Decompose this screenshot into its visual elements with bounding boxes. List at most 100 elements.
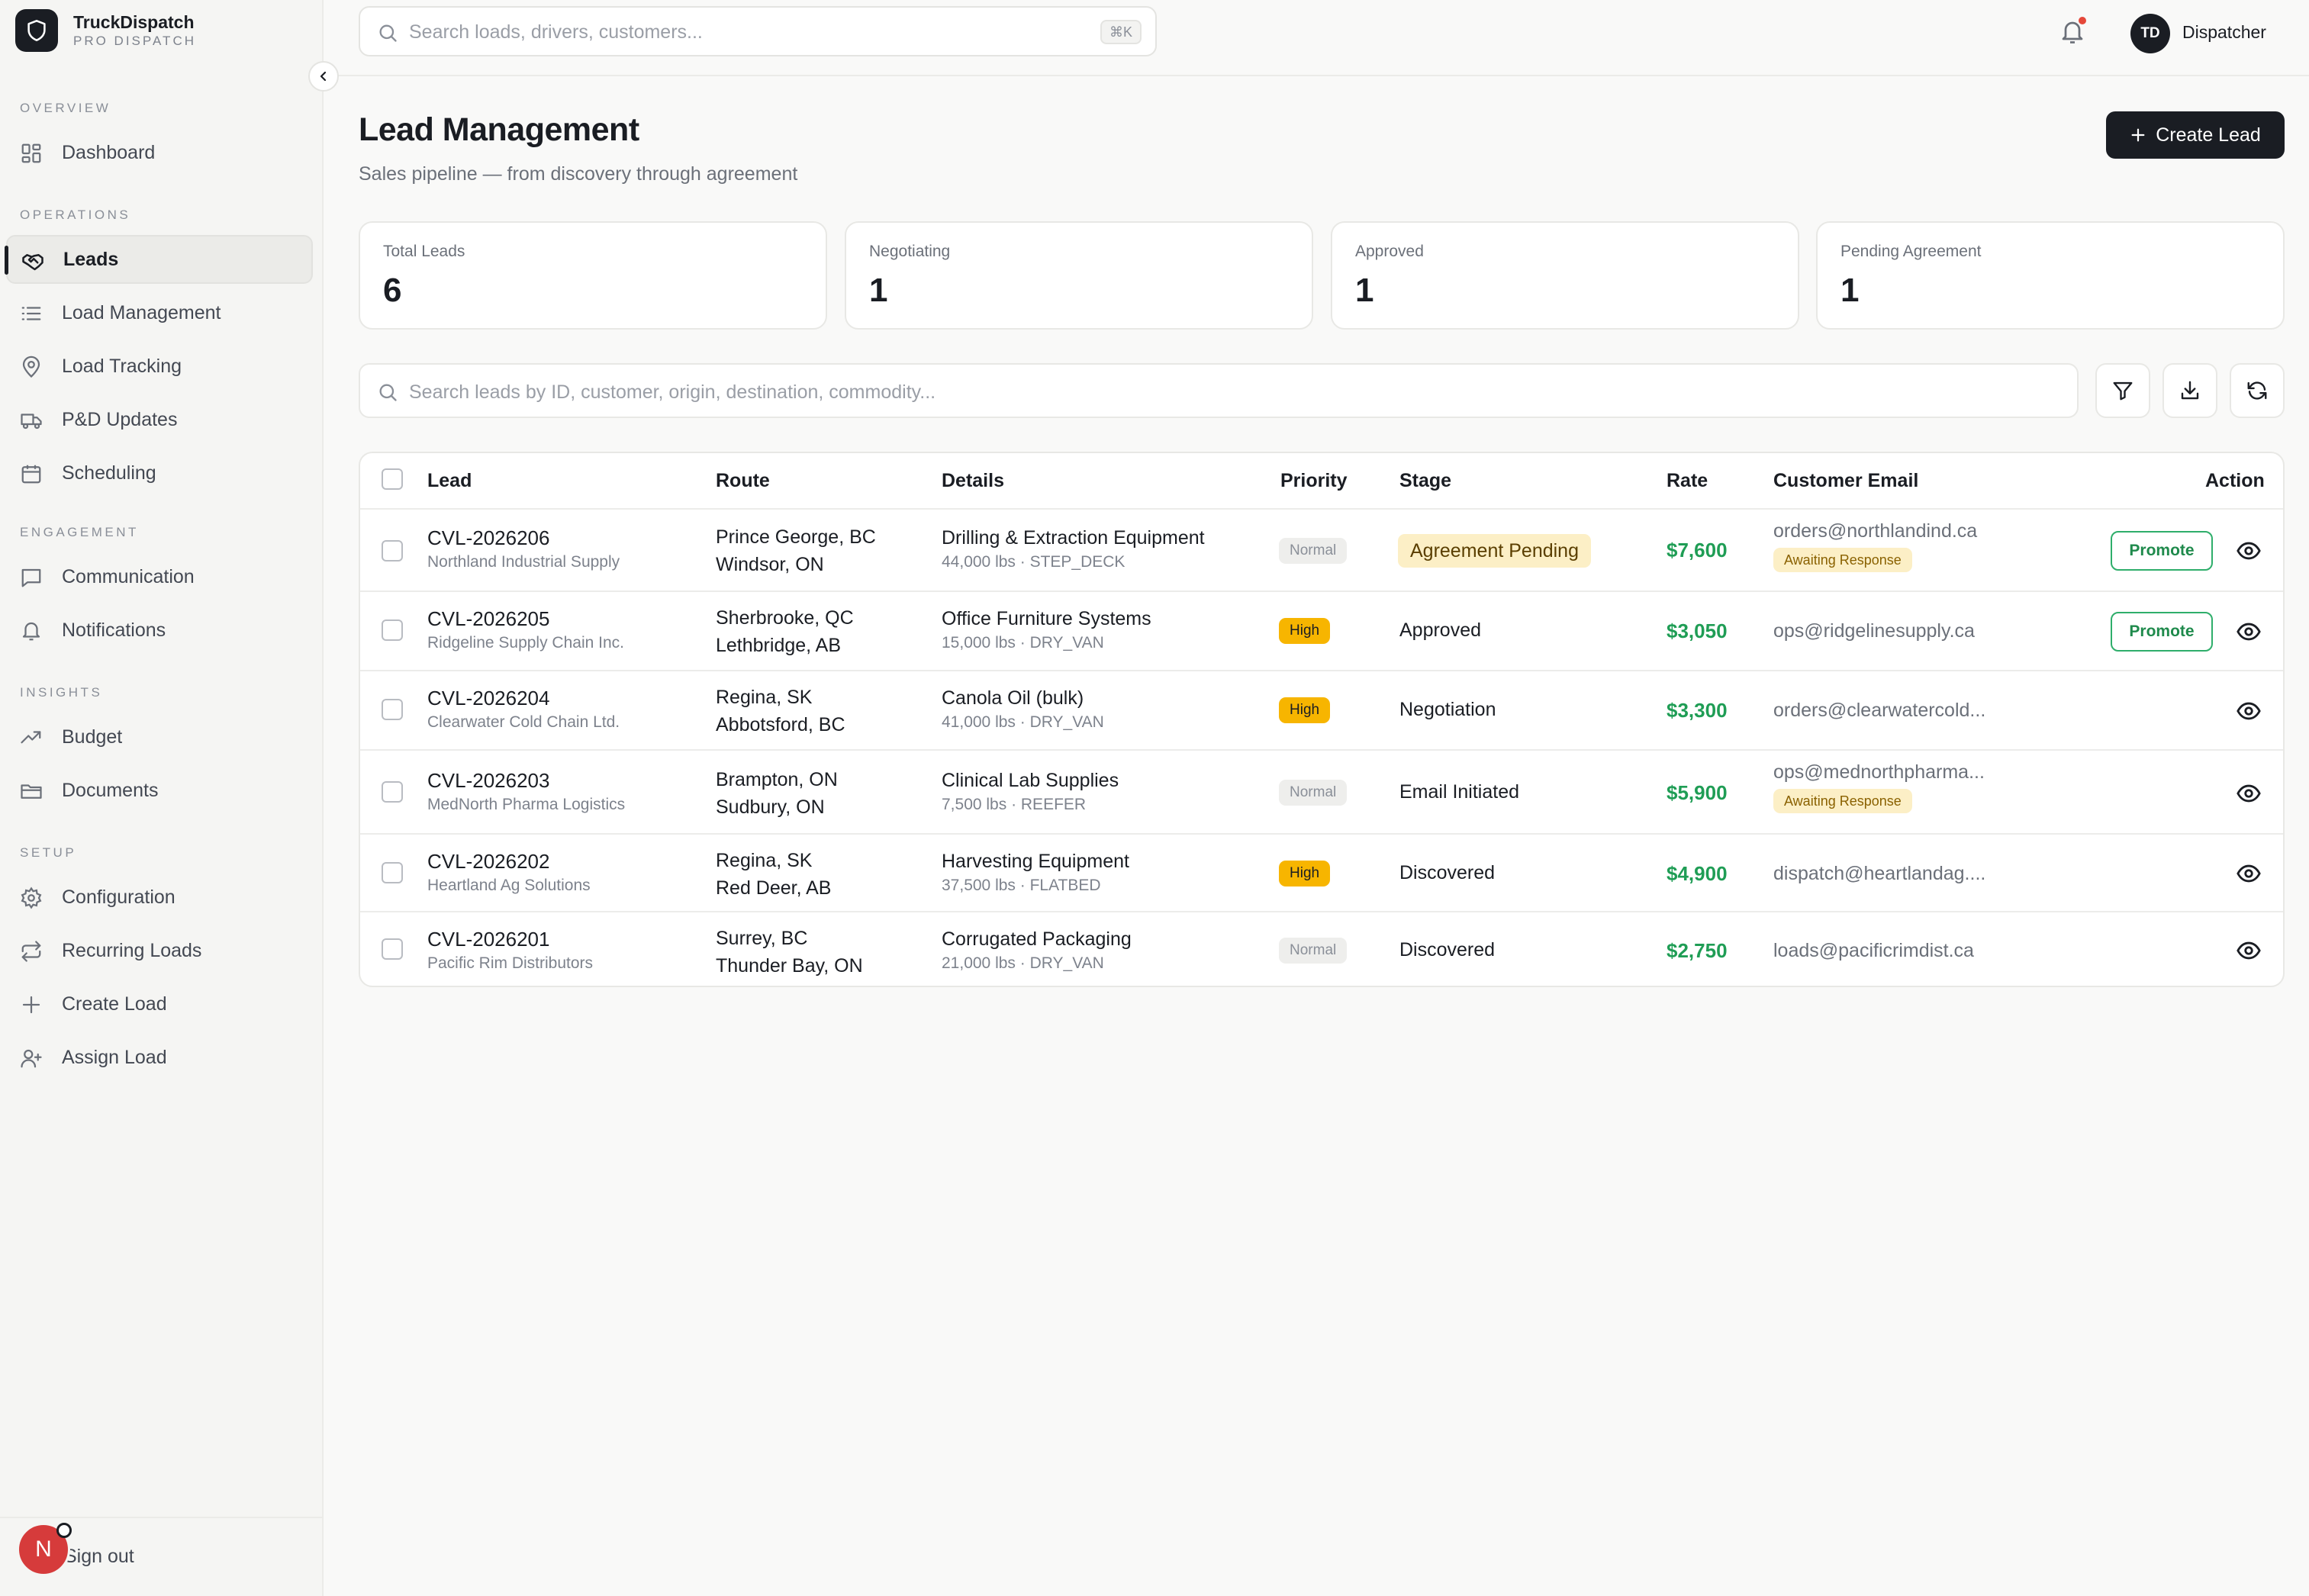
stage-label: Email Initiated — [1399, 781, 1520, 803]
lead-id[interactable]: CVL-2026201 — [427, 928, 550, 951]
sidebar-item-load-management[interactable]: Load Management — [6, 288, 313, 337]
table-row[interactable]: CVL-2026206 Northland Industrial Supply … — [360, 510, 2283, 592]
load-meta: 7,500 lbs · REEFER — [942, 796, 1087, 813]
sidebar-item-recurring-loads[interactable]: Recurring Loads — [6, 926, 313, 975]
rate-value: $3,050 — [1667, 619, 1728, 642]
collapse-sidebar-button[interactable] — [308, 61, 339, 92]
route-origin: Sherbrooke, QC — [716, 607, 854, 629]
customer-email[interactable]: ops@ridgelinesupply.ca — [1773, 620, 1975, 642]
row-checkbox[interactable] — [382, 540, 403, 561]
table-row[interactable]: CVL-2026205 Ridgeline Supply Chain Inc. … — [360, 592, 2283, 671]
sidebar-item-assign-load[interactable]: Assign Load — [6, 1033, 313, 1082]
sidebar-item-scheduling[interactable]: Scheduling — [6, 449, 313, 497]
refresh-button[interactable] — [2230, 363, 2285, 418]
sidebar-item-notifications[interactable]: Notifications — [6, 606, 313, 655]
select-all-checkbox[interactable] — [382, 468, 403, 490]
global-search[interactable]: ⌘K — [359, 6, 1157, 56]
eye-icon[interactable] — [2236, 861, 2262, 886]
repeat-icon — [21, 941, 41, 962]
route-destination: Abbotsford, BC — [716, 714, 845, 735]
lead-id[interactable]: CVL-2026205 — [427, 607, 550, 630]
table-row[interactable]: CVL-2026204 Clearwater Cold Chain Ltd. R… — [360, 671, 2283, 751]
create-lead-button[interactable]: Create Lead — [2106, 111, 2285, 159]
row-checkbox[interactable] — [382, 781, 403, 803]
route-destination: Thunder Bay, ON — [716, 955, 863, 977]
row-checkbox[interactable] — [382, 699, 403, 720]
column-header-customer-email[interactable]: Customer Email — [1773, 470, 1919, 491]
stat-value: 6 — [383, 272, 402, 309]
table-row[interactable]: CVL-2026203 MedNorth Pharma Logistics Br… — [360, 751, 2283, 835]
global-search-input[interactable] — [409, 18, 989, 46]
customer-email[interactable]: orders@northlandind.ca — [1773, 520, 1978, 542]
sign-out-link[interactable]: Sign out — [64, 1546, 134, 1567]
row-checkbox[interactable] — [382, 862, 403, 883]
sidebar-item-pd-updates[interactable]: P&D Updates — [6, 395, 313, 444]
promote-button[interactable]: Promote — [2111, 612, 2213, 652]
stat-label: Approved — [1355, 243, 1424, 260]
priority-badge: High — [1279, 697, 1331, 723]
lead-search[interactable] — [359, 363, 2079, 418]
column-header-rate[interactable]: Rate — [1667, 470, 1708, 491]
commodity: Office Furniture Systems — [942, 608, 1151, 629]
column-header-action: Action — [2205, 470, 2265, 491]
lead-customer: Pacific Rim Distributors — [427, 954, 594, 972]
table-row[interactable]: CVL-2026202 Heartland Ag Solutions Regin… — [360, 835, 2283, 912]
notification-bell-icon[interactable] — [2059, 18, 2086, 46]
chevron-left-icon — [320, 71, 327, 82]
eye-icon[interactable] — [2236, 619, 2262, 645]
sidebar-item-documents[interactable]: Documents — [6, 766, 313, 815]
stage-badge: Agreement Pending — [1398, 534, 1591, 568]
route-origin: Regina, SK — [716, 850, 813, 871]
nav-section-operations: OPERATIONS — [20, 208, 131, 222]
sidebar-item-communication[interactable]: Communication — [6, 552, 313, 601]
sidebar-item-create-load[interactable]: Create Load — [6, 980, 313, 1028]
customer-email[interactable]: orders@clearwatercold... — [1773, 700, 1986, 721]
brand[interactable]: TruckDispatch PRO DISPATCH — [15, 9, 196, 52]
table-header: Lead Route Details Priority Stage Rate C… — [360, 453, 2283, 510]
download-button[interactable] — [2162, 363, 2217, 418]
stage-label: Approved — [1399, 619, 1482, 641]
eye-icon[interactable] — [2236, 698, 2262, 724]
table-row[interactable]: CVL-2026201 Pacific Rim Distributors Sur… — [360, 912, 2283, 986]
leads-table: Lead Route Details Priority Stage Rate C… — [359, 452, 2285, 987]
row-checkbox[interactable] — [382, 938, 403, 960]
folder-icon — [21, 784, 42, 799]
user-name[interactable]: Dispatcher — [2182, 22, 2266, 42]
customer-email[interactable]: ops@mednorthpharma... — [1773, 761, 1985, 783]
priority-badge: Normal — [1279, 538, 1348, 564]
customer-email[interactable]: dispatch@heartlandag.... — [1773, 863, 1986, 884]
column-header-priority[interactable]: Priority — [1280, 470, 1348, 491]
sidebar-item-label: Load Management — [62, 301, 221, 323]
filter-button[interactable] — [2095, 363, 2150, 418]
sidebar-item-dashboard[interactable]: Dashboard — [6, 128, 313, 177]
sidebar-item-budget[interactable]: Budget — [6, 713, 313, 761]
eye-icon[interactable] — [2236, 938, 2262, 964]
lead-id[interactable]: CVL-2026202 — [427, 850, 550, 873]
sidebar-item-leads[interactable]: Leads — [5, 235, 313, 284]
lead-customer: Northland Industrial Supply — [427, 553, 620, 571]
lead-id[interactable]: CVL-2026204 — [427, 687, 550, 710]
rate-value: $5,900 — [1667, 781, 1728, 804]
promote-button[interactable]: Promote — [2111, 531, 2213, 571]
customer-email[interactable]: loads@pacificrimdist.ca — [1773, 940, 1974, 961]
column-header-details[interactable]: Details — [942, 470, 1004, 491]
lead-id[interactable]: CVL-2026206 — [427, 526, 550, 549]
nav-section-overview: OVERVIEW — [20, 101, 111, 115]
sidebar-item-label: Communication — [62, 565, 195, 587]
user-avatar[interactable]: TD — [2130, 14, 2170, 53]
eye-icon[interactable] — [2236, 538, 2262, 564]
lead-search-input[interactable] — [409, 378, 1782, 406]
truck-icon — [21, 413, 42, 430]
column-header-route[interactable]: Route — [716, 470, 770, 491]
lead-customer: Heartland Ag Solutions — [427, 877, 591, 894]
lead-id[interactable]: CVL-2026203 — [427, 769, 550, 792]
sidebar-item-load-tracking[interactable]: Load Tracking — [6, 342, 313, 391]
stat-label: Total Leads — [383, 243, 465, 260]
eye-icon[interactable] — [2236, 780, 2262, 806]
rate-value: $3,300 — [1667, 699, 1728, 722]
column-header-stage[interactable]: Stage — [1399, 470, 1452, 491]
row-checkbox[interactable] — [382, 619, 403, 641]
column-header-lead[interactable]: Lead — [427, 470, 472, 491]
shield-logo-icon — [15, 9, 58, 52]
sidebar-item-configuration[interactable]: Configuration — [6, 873, 313, 922]
